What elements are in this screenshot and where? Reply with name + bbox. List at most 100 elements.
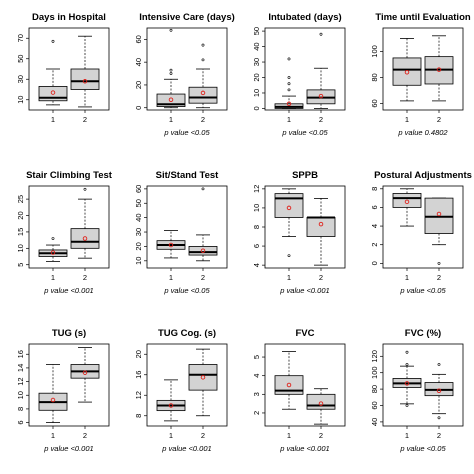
x-tick-label: 1 <box>169 273 173 282</box>
plot-frame <box>382 185 464 269</box>
x-tick-label: 2 <box>319 273 323 282</box>
y-tick-label: 8 <box>370 187 379 191</box>
outlier-point <box>287 88 291 92</box>
y-tick-label: 30 <box>134 228 143 236</box>
mean-marker <box>286 101 292 107</box>
y-tick-label: 0 <box>252 106 261 110</box>
mean-marker <box>404 381 410 386</box>
y-tick-label: 80 <box>370 73 379 81</box>
p-value-label: p value <0.001 <box>43 286 93 295</box>
y-tick-label: 60 <box>134 185 143 193</box>
x-tick-label: 1 <box>405 273 409 282</box>
y-tick-label: 4 <box>252 263 261 267</box>
mean-marker <box>318 221 324 227</box>
p-value-label: p value <0.05 <box>163 128 210 137</box>
panel-title: Stair Climbing Test <box>26 170 113 181</box>
box-group-1 <box>274 351 304 410</box>
y-tick-label: 6 <box>370 205 379 209</box>
y-tick-label: 6 <box>16 420 25 424</box>
y-tick-label: 60 <box>370 401 379 409</box>
y-tick-label: 20 <box>134 242 143 250</box>
panel-4: Time until Evaluation 60 80 100 1 2 p value 0.… <box>370 12 471 137</box>
y-tick-label: 16 <box>16 350 25 358</box>
plot-frame <box>146 27 228 111</box>
y-tick-label: 20 <box>134 350 143 358</box>
outlier-point <box>437 363 441 366</box>
mean-marker <box>200 248 206 253</box>
box-group-2 <box>306 197 336 266</box>
p-value-label: p value <0.001 <box>279 444 329 453</box>
y-tick-label: 12 <box>16 377 25 385</box>
panel-title: FVC <box>296 328 315 339</box>
y-tick-label: 100 <box>370 45 379 58</box>
panel-11: FVC 2 3 4 5 1 2 p value <0.001 <box>252 328 346 453</box>
box-iqr <box>188 364 218 391</box>
y-tick-label: 2 <box>252 411 261 415</box>
box-group-2 <box>306 32 336 109</box>
panel-12: FVC (%) 40 60 80 100 120 1 2 p value <0.05 <box>370 328 464 453</box>
panel-title: Days in Hospital <box>32 12 106 23</box>
x-tick-label: 1 <box>51 115 55 124</box>
outlier-point <box>287 254 291 258</box>
box-iqr <box>306 217 336 237</box>
x-tick-label: 1 <box>169 115 173 124</box>
outlier-point <box>169 28 173 32</box>
box-iqr <box>70 228 100 249</box>
y-tick-label: 0 <box>134 106 143 110</box>
outlier-point <box>287 57 291 61</box>
plot-frame <box>264 343 346 427</box>
mean-marker <box>436 211 442 217</box>
p-value-label: p value 0.4802 <box>397 128 448 137</box>
box-iqr <box>188 246 218 256</box>
box-group-2 <box>424 363 454 420</box>
x-tick-label: 1 <box>51 431 55 440</box>
x-tick-label: 2 <box>319 115 323 124</box>
p-value-label: p value <0.05 <box>281 128 328 137</box>
outlier-point <box>437 261 441 265</box>
outlier-point <box>201 58 205 62</box>
box-iqr <box>274 193 304 218</box>
mean-marker <box>318 401 324 406</box>
y-tick-label: 15 <box>16 228 25 236</box>
mean-marker <box>50 250 56 255</box>
y-tick-label: 5 <box>252 355 261 359</box>
panel-title: TUG (s) <box>52 328 86 339</box>
x-tick-label: 2 <box>83 431 87 440</box>
y-tick-label: 8 <box>252 225 261 229</box>
outlier-point <box>51 237 55 240</box>
plot-frame <box>146 185 228 269</box>
y-tick-label: 8 <box>134 414 143 418</box>
panel-1: Days in Hospital 10 30 50 70 1 2 <box>16 12 110 124</box>
box-group-2 <box>424 35 454 102</box>
y-tick-label: 20 <box>134 81 143 89</box>
x-tick-label: 2 <box>201 431 205 440</box>
panel-2: Intensive Care (days) 0 20 40 60 1 2 p value <0… <box>134 12 235 137</box>
plot-frame <box>264 27 346 111</box>
panel-3: Intubated (days) 0 10 20 30 40 50 1 2 p value <0.… <box>252 12 346 137</box>
x-tick-label: 2 <box>437 431 441 440</box>
y-tick-label: 50 <box>252 27 261 35</box>
y-tick-label: 60 <box>370 99 379 107</box>
y-tick-label: 120 <box>370 350 379 363</box>
mean-marker <box>436 67 442 72</box>
y-tick-label: 5 <box>16 263 25 267</box>
mean-marker <box>318 93 324 99</box>
box-group-2 <box>424 197 454 265</box>
y-tick-label: 40 <box>134 213 143 221</box>
x-tick-label: 1 <box>169 431 173 440</box>
plot-frame <box>28 27 110 111</box>
x-tick-label: 2 <box>83 273 87 282</box>
x-tick-label: 2 <box>319 431 323 440</box>
mean-marker <box>82 236 88 241</box>
y-tick-label: 25 <box>16 195 25 203</box>
mean-marker <box>168 242 174 248</box>
panel-title: SPPB <box>292 170 318 181</box>
y-tick-label: 40 <box>252 42 261 50</box>
panel-8: Postural Adjustments 0 2 4 6 8 1 2 p value <0.05 <box>370 170 472 295</box>
plot-frame <box>28 185 110 269</box>
box-group-1 <box>38 237 68 262</box>
y-tick-label: 60 <box>134 35 143 43</box>
x-tick-label: 2 <box>437 273 441 282</box>
